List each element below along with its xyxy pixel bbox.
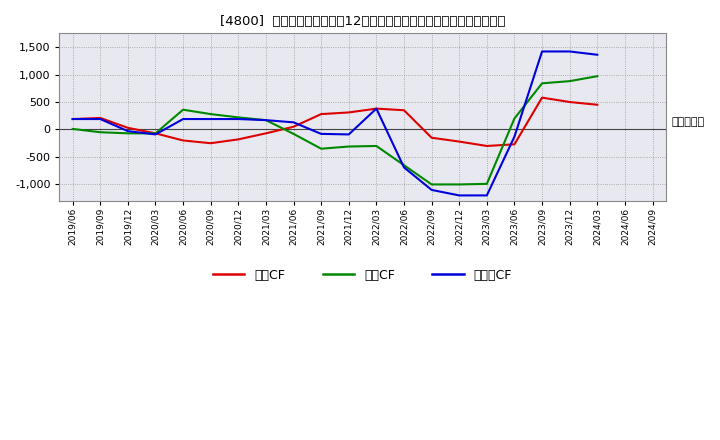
投資CF xyxy=(427,182,436,187)
投資CF xyxy=(234,115,243,120)
営業CF xyxy=(565,99,574,105)
投資CF xyxy=(482,181,491,187)
投資CF xyxy=(455,182,464,187)
Title: [4800]  キャッシュフローの12か月移動合計の対前年同期増減額の推移: [4800] キャッシュフローの12か月移動合計の対前年同期増減額の推移 xyxy=(220,15,505,28)
営業CF xyxy=(344,110,353,115)
投資CF xyxy=(289,131,298,136)
投資CF xyxy=(565,78,574,84)
フリーCF xyxy=(344,132,353,137)
フリーCF xyxy=(317,131,325,136)
営業CF xyxy=(427,135,436,140)
フリーCF xyxy=(207,117,215,122)
投資CF xyxy=(400,162,408,168)
フリーCF xyxy=(289,120,298,125)
Legend: 営業CF, 投資CF, フリーCF: 営業CF, 投資CF, フリーCF xyxy=(208,264,517,287)
フリーCF xyxy=(124,128,132,134)
フリーCF xyxy=(538,49,546,54)
営業CF xyxy=(96,115,104,121)
Y-axis label: （百万円）: （百万円） xyxy=(672,117,705,127)
営業CF xyxy=(234,137,243,142)
投資CF xyxy=(538,81,546,86)
投資CF xyxy=(179,107,187,112)
投資CF xyxy=(96,130,104,135)
投資CF xyxy=(207,111,215,117)
投資CF xyxy=(124,131,132,136)
営業CF xyxy=(124,125,132,131)
営業CF xyxy=(538,95,546,100)
フリーCF xyxy=(482,193,491,198)
フリーCF xyxy=(261,117,270,123)
フリーCF xyxy=(96,117,104,122)
営業CF xyxy=(151,131,160,136)
フリーCF xyxy=(427,187,436,193)
フリーCF xyxy=(565,49,574,54)
投資CF xyxy=(151,131,160,136)
投資CF xyxy=(593,73,602,79)
営業CF xyxy=(455,139,464,144)
投資CF xyxy=(317,146,325,151)
フリーCF xyxy=(593,52,602,57)
Line: 投資CF: 投資CF xyxy=(73,76,598,184)
営業CF xyxy=(207,140,215,146)
営業CF xyxy=(289,124,298,129)
営業CF xyxy=(482,143,491,149)
フリーCF xyxy=(400,165,408,170)
投資CF xyxy=(510,116,519,121)
営業CF xyxy=(179,138,187,143)
営業CF xyxy=(261,131,270,136)
Line: フリーCF: フリーCF xyxy=(73,51,598,195)
営業CF xyxy=(510,142,519,147)
営業CF xyxy=(317,111,325,117)
フリーCF xyxy=(510,134,519,139)
フリーCF xyxy=(151,132,160,137)
営業CF xyxy=(68,117,77,122)
フリーCF xyxy=(179,117,187,122)
営業CF xyxy=(400,108,408,113)
投資CF xyxy=(261,117,270,123)
営業CF xyxy=(372,106,381,111)
投資CF xyxy=(372,143,381,149)
Line: 営業CF: 営業CF xyxy=(73,98,598,146)
投資CF xyxy=(68,126,77,132)
投資CF xyxy=(344,144,353,149)
フリーCF xyxy=(372,106,381,111)
フリーCF xyxy=(68,117,77,122)
フリーCF xyxy=(234,117,243,122)
営業CF xyxy=(593,102,602,107)
フリーCF xyxy=(455,193,464,198)
